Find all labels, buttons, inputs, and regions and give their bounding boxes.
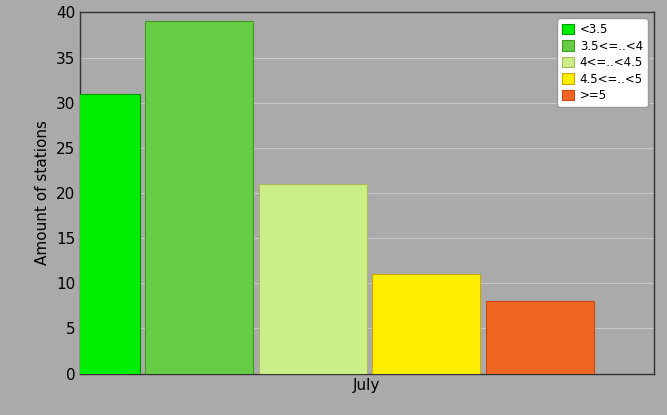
Legend: <3.5, 3.5<=..<4, 4<=..<4.5, 4.5<=..<5, >=5: <3.5, 3.5<=..<4, 4<=..<4.5, 4.5<=..<5, >…	[558, 18, 648, 107]
Y-axis label: Amount of stations: Amount of stations	[35, 120, 50, 266]
Bar	[145, 22, 253, 374]
Bar	[259, 184, 367, 374]
Bar	[372, 274, 480, 374]
Bar	[31, 94, 139, 374]
Bar	[486, 301, 594, 374]
